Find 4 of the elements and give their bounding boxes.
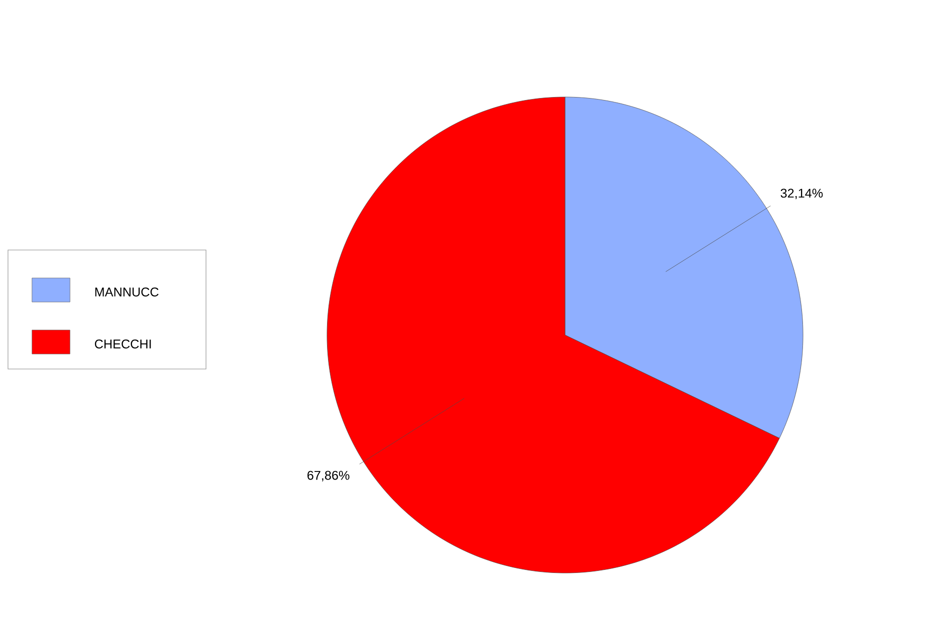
- data-label: 67,86%: [307, 470, 350, 482]
- data-label: 32,14%: [780, 188, 823, 200]
- legend-label: CHECCHI: [94, 340, 151, 348]
- legend-label: MANNUCC: [95, 288, 159, 296]
